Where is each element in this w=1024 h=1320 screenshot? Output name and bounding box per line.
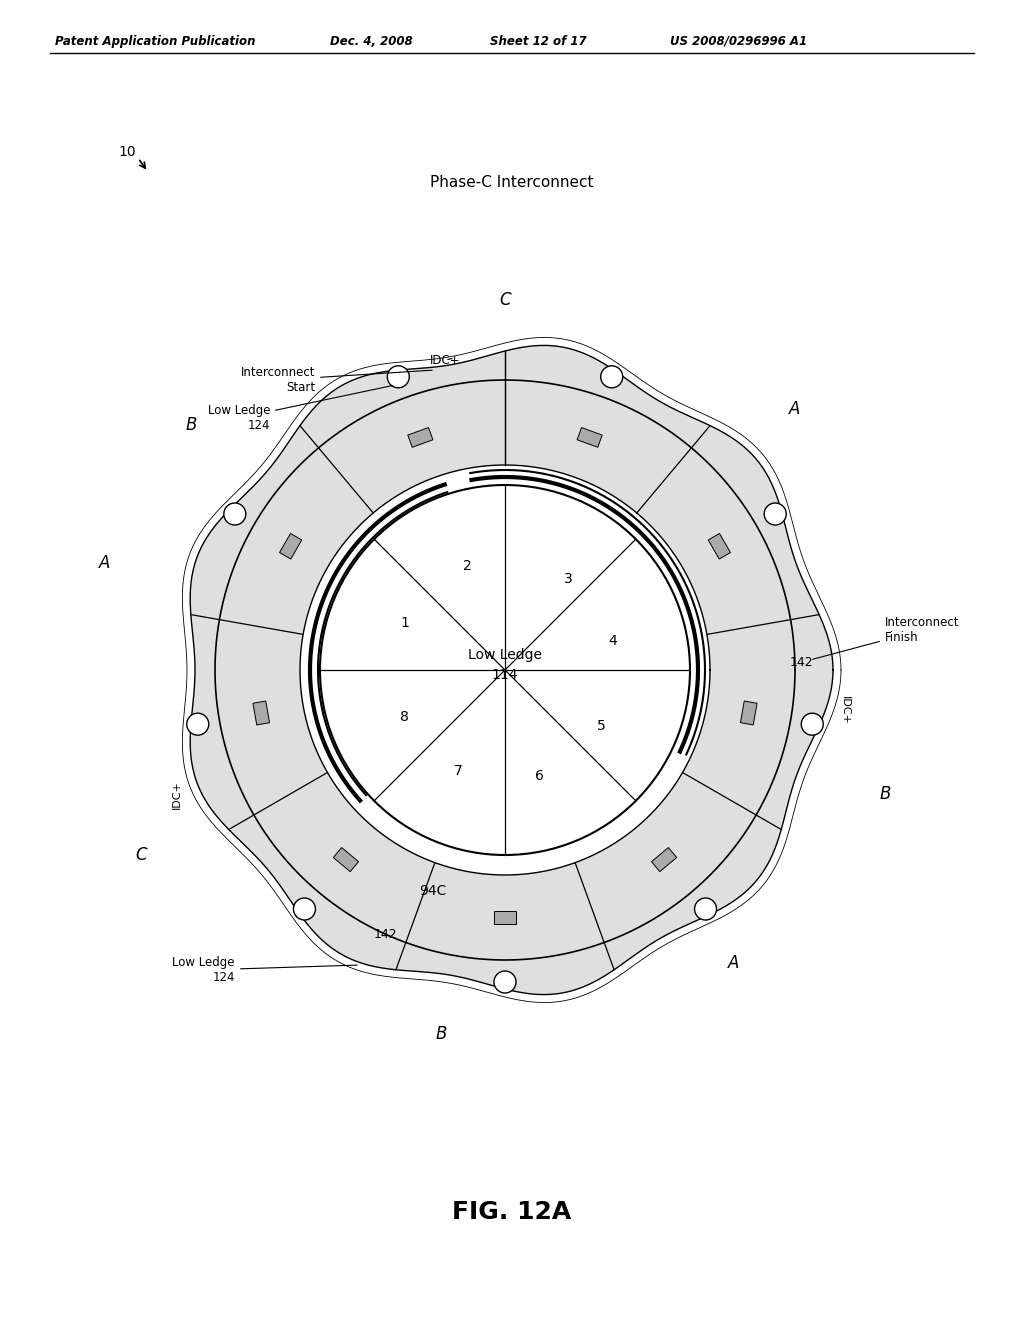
Text: Interconnect
Start: Interconnect Start bbox=[241, 366, 432, 393]
Polygon shape bbox=[190, 346, 833, 994]
Text: Dec. 4, 2008: Dec. 4, 2008 bbox=[330, 36, 413, 48]
Text: A: A bbox=[790, 400, 801, 418]
Circle shape bbox=[601, 366, 623, 388]
Text: A: A bbox=[98, 553, 110, 572]
Bar bbox=[709, 533, 730, 560]
Circle shape bbox=[801, 713, 823, 735]
Bar bbox=[651, 847, 677, 871]
Text: Phase-C Interconnect: Phase-C Interconnect bbox=[430, 176, 594, 190]
Circle shape bbox=[387, 366, 410, 388]
Bar bbox=[740, 701, 757, 725]
Text: B: B bbox=[435, 1026, 446, 1043]
Text: Patent Application Publication: Patent Application Publication bbox=[55, 36, 256, 48]
Circle shape bbox=[494, 972, 516, 993]
Text: 114: 114 bbox=[492, 668, 518, 682]
Circle shape bbox=[319, 484, 690, 855]
Text: IDC+: IDC+ bbox=[840, 696, 850, 725]
Text: IDC+: IDC+ bbox=[172, 780, 182, 809]
Circle shape bbox=[294, 898, 315, 920]
Circle shape bbox=[224, 503, 246, 525]
Text: 1: 1 bbox=[400, 616, 409, 630]
Text: Low Ledge: Low Ledge bbox=[468, 648, 542, 663]
Circle shape bbox=[694, 898, 717, 920]
Text: 142: 142 bbox=[790, 656, 814, 668]
Text: 3: 3 bbox=[564, 572, 573, 586]
Text: 10: 10 bbox=[118, 145, 135, 158]
Text: 8: 8 bbox=[400, 710, 409, 723]
Text: Sheet 12 of 17: Sheet 12 of 17 bbox=[490, 36, 587, 48]
Text: B: B bbox=[185, 416, 197, 434]
Text: 2: 2 bbox=[463, 558, 471, 573]
Text: 7: 7 bbox=[454, 763, 463, 777]
Circle shape bbox=[186, 713, 209, 735]
Text: FIG. 12A: FIG. 12A bbox=[453, 1200, 571, 1224]
Text: B: B bbox=[880, 784, 891, 803]
Bar bbox=[253, 701, 269, 725]
Text: 6: 6 bbox=[535, 768, 544, 783]
Text: 4: 4 bbox=[608, 635, 616, 648]
Bar bbox=[578, 428, 602, 447]
Text: 142: 142 bbox=[373, 928, 397, 941]
Bar bbox=[408, 428, 433, 447]
Text: A: A bbox=[728, 954, 739, 972]
Text: US 2008/0296996 A1: US 2008/0296996 A1 bbox=[670, 36, 807, 48]
Text: 94C: 94C bbox=[420, 884, 446, 898]
Text: Low Ledge
124: Low Ledge 124 bbox=[208, 385, 392, 432]
Text: Interconnect
Finish: Interconnect Finish bbox=[813, 616, 959, 659]
Text: C: C bbox=[499, 290, 511, 309]
Bar bbox=[280, 533, 302, 560]
Text: C: C bbox=[135, 846, 147, 865]
Bar bbox=[494, 911, 516, 924]
Text: Low Ledge
124: Low Ledge 124 bbox=[172, 956, 357, 983]
Bar bbox=[333, 847, 358, 871]
Text: 5: 5 bbox=[597, 718, 605, 733]
Circle shape bbox=[764, 503, 786, 525]
Text: IDC+: IDC+ bbox=[430, 354, 461, 367]
